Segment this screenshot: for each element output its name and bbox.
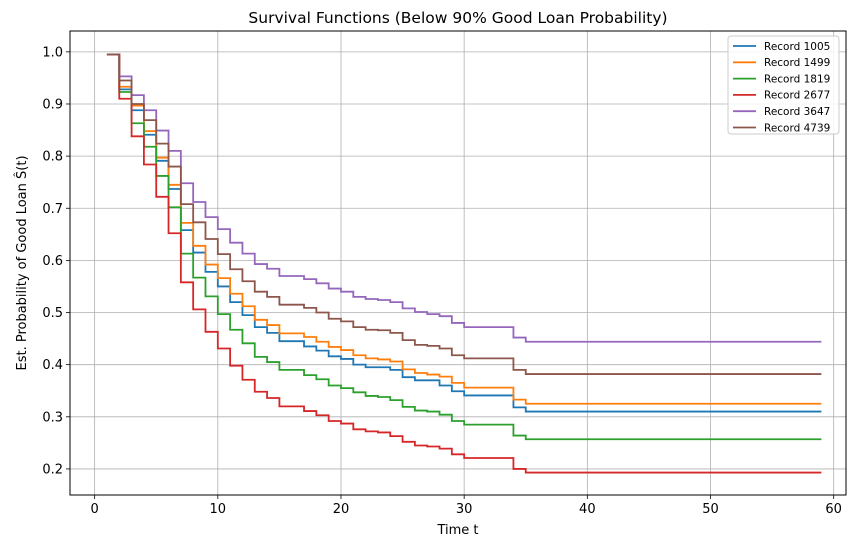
grid (70, 31, 846, 495)
legend-entries: Record 1005 Record 1499 Record 1819 Record … (733, 41, 830, 134)
x-tick-label: 20 (333, 502, 350, 517)
legend-box (727, 35, 840, 135)
y-tick-label: 0.9 (42, 97, 63, 112)
series-line-record-5 (106, 53, 822, 343)
x-tick-label: 30 (456, 502, 473, 517)
y-tick-label: 0.3 (42, 410, 63, 425)
x-tick-label: 40 (579, 502, 596, 517)
series-line-record-3 (106, 53, 822, 441)
legend-label: Record 1499 (764, 57, 830, 69)
x-axis-label: Time t (436, 523, 478, 538)
series-lines (106, 53, 822, 474)
x-tick-label: 0 (90, 502, 98, 517)
axis-ticks: 0 10 20 30 40 50 60 0.2 0.3 0.4 0.5 0.6 0.7 0.8 0.9 1.0 (42, 45, 842, 517)
legend-label: Record 4739 (764, 122, 830, 134)
y-tick-label: 0.2 (42, 462, 63, 477)
x-tick-label: 10 (210, 502, 227, 517)
x-tick-label: 60 (825, 502, 842, 517)
y-tick-label: 0.6 (42, 254, 63, 269)
series-line-record-1 (106, 53, 822, 413)
series-line-record-6 (106, 53, 822, 375)
y-tick-label: 0.4 (42, 358, 63, 373)
plot-frame (69, 30, 847, 496)
legend-label: Record 1005 (764, 41, 830, 53)
legend-label: Record 1819 (764, 73, 830, 85)
legend-label: Record 3647 (764, 106, 830, 118)
y-tick-label: 0.7 (42, 202, 63, 217)
y-tick-label: 0.8 (42, 150, 63, 165)
series-line-record-4 (106, 53, 822, 474)
series-line-record-2 (106, 53, 822, 405)
legend-label: Record 2677 (764, 90, 830, 102)
y-axis-label: Est. Probability of Good Loan Ŝ(t) (14, 155, 30, 370)
x-tick-label: 50 (702, 502, 719, 517)
y-tick-label: 0.5 (42, 306, 63, 321)
chart-title: Survival Functions (Below 90% Good Loan … (248, 9, 667, 27)
y-tick-label: 1.0 (42, 45, 63, 60)
legend: Record 1005 Record 1499 Record 1819 Record … (727, 35, 840, 135)
